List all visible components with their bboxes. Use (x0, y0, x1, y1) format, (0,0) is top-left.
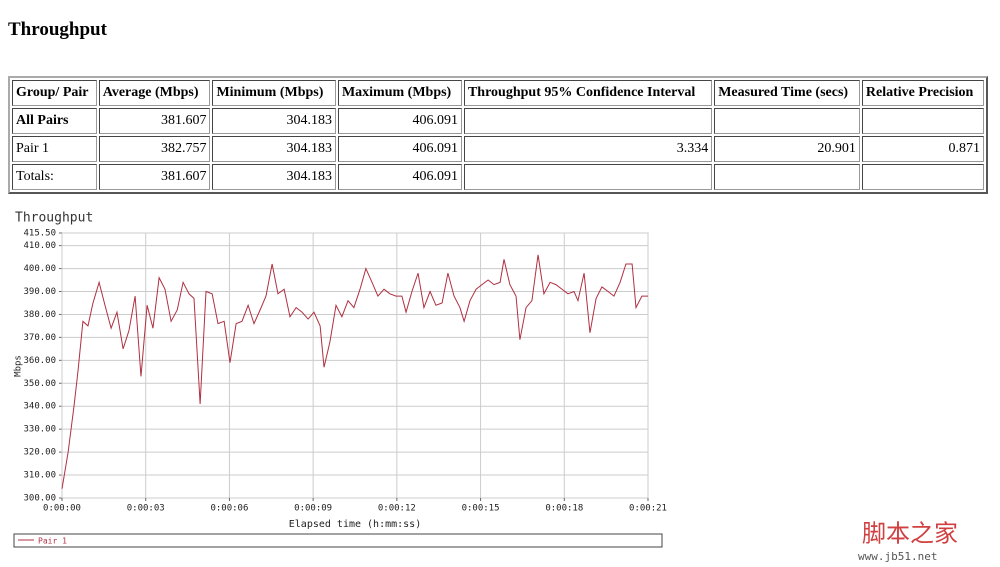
y-axis-label: Mbps (14, 355, 24, 377)
table-cell: 381.607 (98, 164, 211, 190)
empty-cell (714, 164, 860, 190)
table-cell: All Pairs (12, 108, 97, 134)
table-cell: 20.901 (714, 136, 860, 162)
table-cell: Totals: (12, 164, 97, 190)
x-tick-label: 0:00:09 (294, 504, 332, 514)
watermark-name: 脚本之家 (862, 520, 958, 547)
x-axis-label: Elapsed time (h:mm:ss) (289, 519, 421, 530)
y-tick-label: 340.00 (23, 402, 56, 412)
x-tick-label: 0:00:15 (462, 504, 500, 514)
table-cell: 382.757 (98, 136, 211, 162)
y-tick-label: 320.00 (23, 448, 56, 458)
x-tick-label: 0:00:00 (43, 504, 81, 514)
header-row: Group/ Pair Average (Mbps) Minimum (Mbps) M… (12, 80, 984, 106)
data-line (61, 254, 648, 489)
y-tick-label: 415.50 (23, 229, 56, 239)
header-cell: Relative Precision (861, 80, 984, 106)
y-tick-label: 400.00 (23, 264, 56, 274)
legend-label: Pair 1 (38, 537, 67, 546)
y-tick-label: 410.00 (23, 241, 56, 251)
table-row: All Pairs 381.607 304.183 406.091 (12, 108, 984, 134)
table-cell: 381.607 (98, 108, 211, 134)
page-title: Throughput (8, 19, 107, 40)
table-cell: 3.334 (463, 136, 713, 162)
chart-title: Throughput (15, 211, 93, 226)
x-tick-label: 0:00:18 (545, 504, 583, 514)
empty-cell (463, 108, 713, 134)
table-cell: 406.091 (337, 164, 462, 190)
table-cell: 304.183 (212, 164, 336, 190)
y-tick-label: 330.00 (23, 425, 56, 435)
empty-cell (861, 108, 984, 134)
y-tick-label: 310.00 (23, 471, 56, 481)
table-cell: 304.183 (212, 108, 336, 134)
y-tick-label: 390.00 (23, 287, 56, 297)
y-tick-label: 370.00 (23, 333, 56, 343)
y-tick-label: 350.00 (23, 379, 56, 389)
legend-box (13, 533, 663, 548)
table-row: Totals: 381.607 304.183 406.091 (12, 164, 984, 190)
table-cell: 0.871 (861, 136, 984, 162)
table-row: Pair 1 382.757 304.183 406.091 3.334 20.901 0.… (12, 136, 984, 162)
empty-cell (714, 108, 860, 134)
plot-area (61, 232, 649, 499)
header-cell: Minimum (Mbps) (212, 80, 336, 106)
x-tick-label: 0:00:03 (127, 504, 165, 514)
y-tick-label: 360.00 (23, 356, 56, 366)
table-cell: 406.091 (337, 108, 462, 134)
y-tick-label: 380.00 (23, 310, 56, 320)
header-cell: Average (Mbps) (98, 80, 211, 106)
header-cell: Maximum (Mbps) (337, 80, 462, 106)
table-cell: 406.091 (337, 136, 462, 162)
y-tick-label: 300.00 (23, 494, 56, 504)
empty-cell (861, 164, 984, 190)
table-cell: 304.183 (212, 136, 336, 162)
empty-cell (463, 164, 713, 190)
x-tick-label: 0:00:12 (378, 504, 416, 514)
watermark-url: www.jb51.net (858, 550, 937, 563)
header-cell: Measured Time (secs) (714, 80, 860, 106)
throughput-table: Group/ Pair Average (Mbps) Minimum (Mbps) M… (8, 76, 988, 194)
x-tick-label: 0:00:21 (629, 504, 667, 514)
header-cell: Throughput 95% Confidence Interval (463, 80, 713, 106)
table-cell: Pair 1 (12, 136, 97, 162)
x-tick-label: 0:00:06 (210, 504, 248, 514)
header-cell: Group/ Pair (12, 80, 97, 106)
